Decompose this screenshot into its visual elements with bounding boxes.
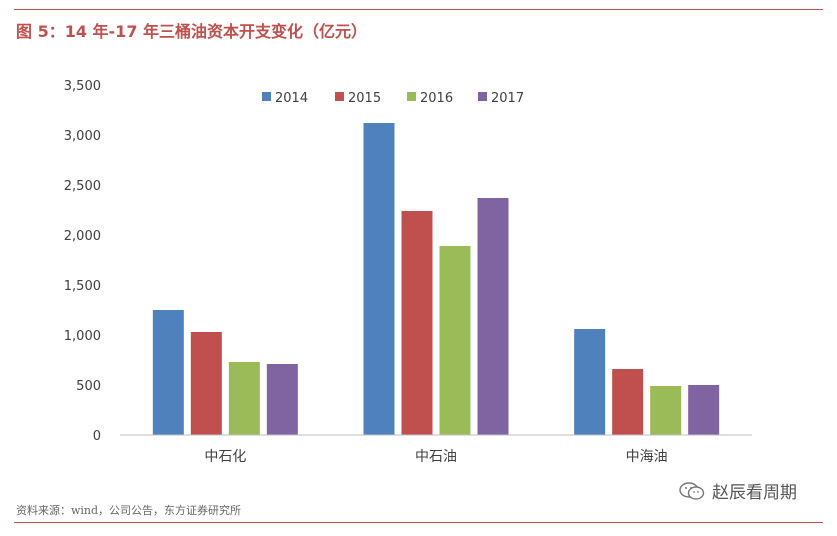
y-tick-label: 2,000 [64, 229, 101, 244]
legend: 2014 2015 2016 2017 [262, 91, 524, 106]
bar-2016 [439, 246, 471, 435]
bar-2014 [363, 123, 395, 435]
y-tick-label: 2,500 [64, 179, 101, 194]
y-tick-label: 1,500 [64, 279, 101, 294]
top-rule [14, 9, 823, 10]
x-category-label: 中海油 [626, 449, 668, 465]
y-axis: 0 500 1,000 1,500 2,000 2,500 3,000 3,500 [64, 79, 101, 444]
legend-label: 2014 [275, 91, 308, 106]
bar-2015 [401, 211, 433, 435]
x-category-label: 中石化 [204, 449, 246, 465]
x-category-label: 中石油 [415, 449, 457, 465]
bottom-rule [14, 522, 823, 523]
bar-2017 [688, 385, 720, 435]
bar-2015 [612, 369, 644, 435]
legend-swatch-2014 [262, 92, 271, 101]
bar-2016 [228, 362, 260, 435]
watermark: 赵辰看周期 [678, 478, 797, 503]
bar-2017 [266, 364, 298, 435]
x-axis: 中石化 中石油 中海油 [204, 449, 667, 465]
legend-swatch-2016 [407, 92, 416, 101]
y-tick-label: 500 [76, 379, 101, 394]
bar-2014 [152, 310, 184, 435]
bar-2016 [650, 386, 682, 435]
bar-2017 [477, 198, 509, 435]
source-note: 资料来源：wind，公司公告，东方证券研究所 [16, 504, 242, 517]
legend-label: 2017 [491, 91, 524, 106]
y-tick-label: 3,500 [64, 79, 101, 94]
y-tick-label: 1,000 [64, 329, 101, 344]
legend-swatch-2015 [335, 92, 344, 101]
bar-2015 [190, 332, 222, 435]
wechat-icon [679, 481, 705, 500]
bars [152, 123, 720, 435]
y-tick-label: 3,000 [64, 129, 101, 144]
y-tick-label: 0 [93, 429, 101, 444]
figure-title: 图 5：14 年-17 年三桶油资本开支变化（亿元） [16, 22, 368, 41]
bar-2014 [574, 329, 606, 435]
watermark-text: 赵辰看周期 [712, 483, 797, 503]
legend-label: 2016 [420, 91, 453, 106]
legend-label: 2015 [348, 91, 381, 106]
legend-swatch-2017 [478, 92, 487, 101]
